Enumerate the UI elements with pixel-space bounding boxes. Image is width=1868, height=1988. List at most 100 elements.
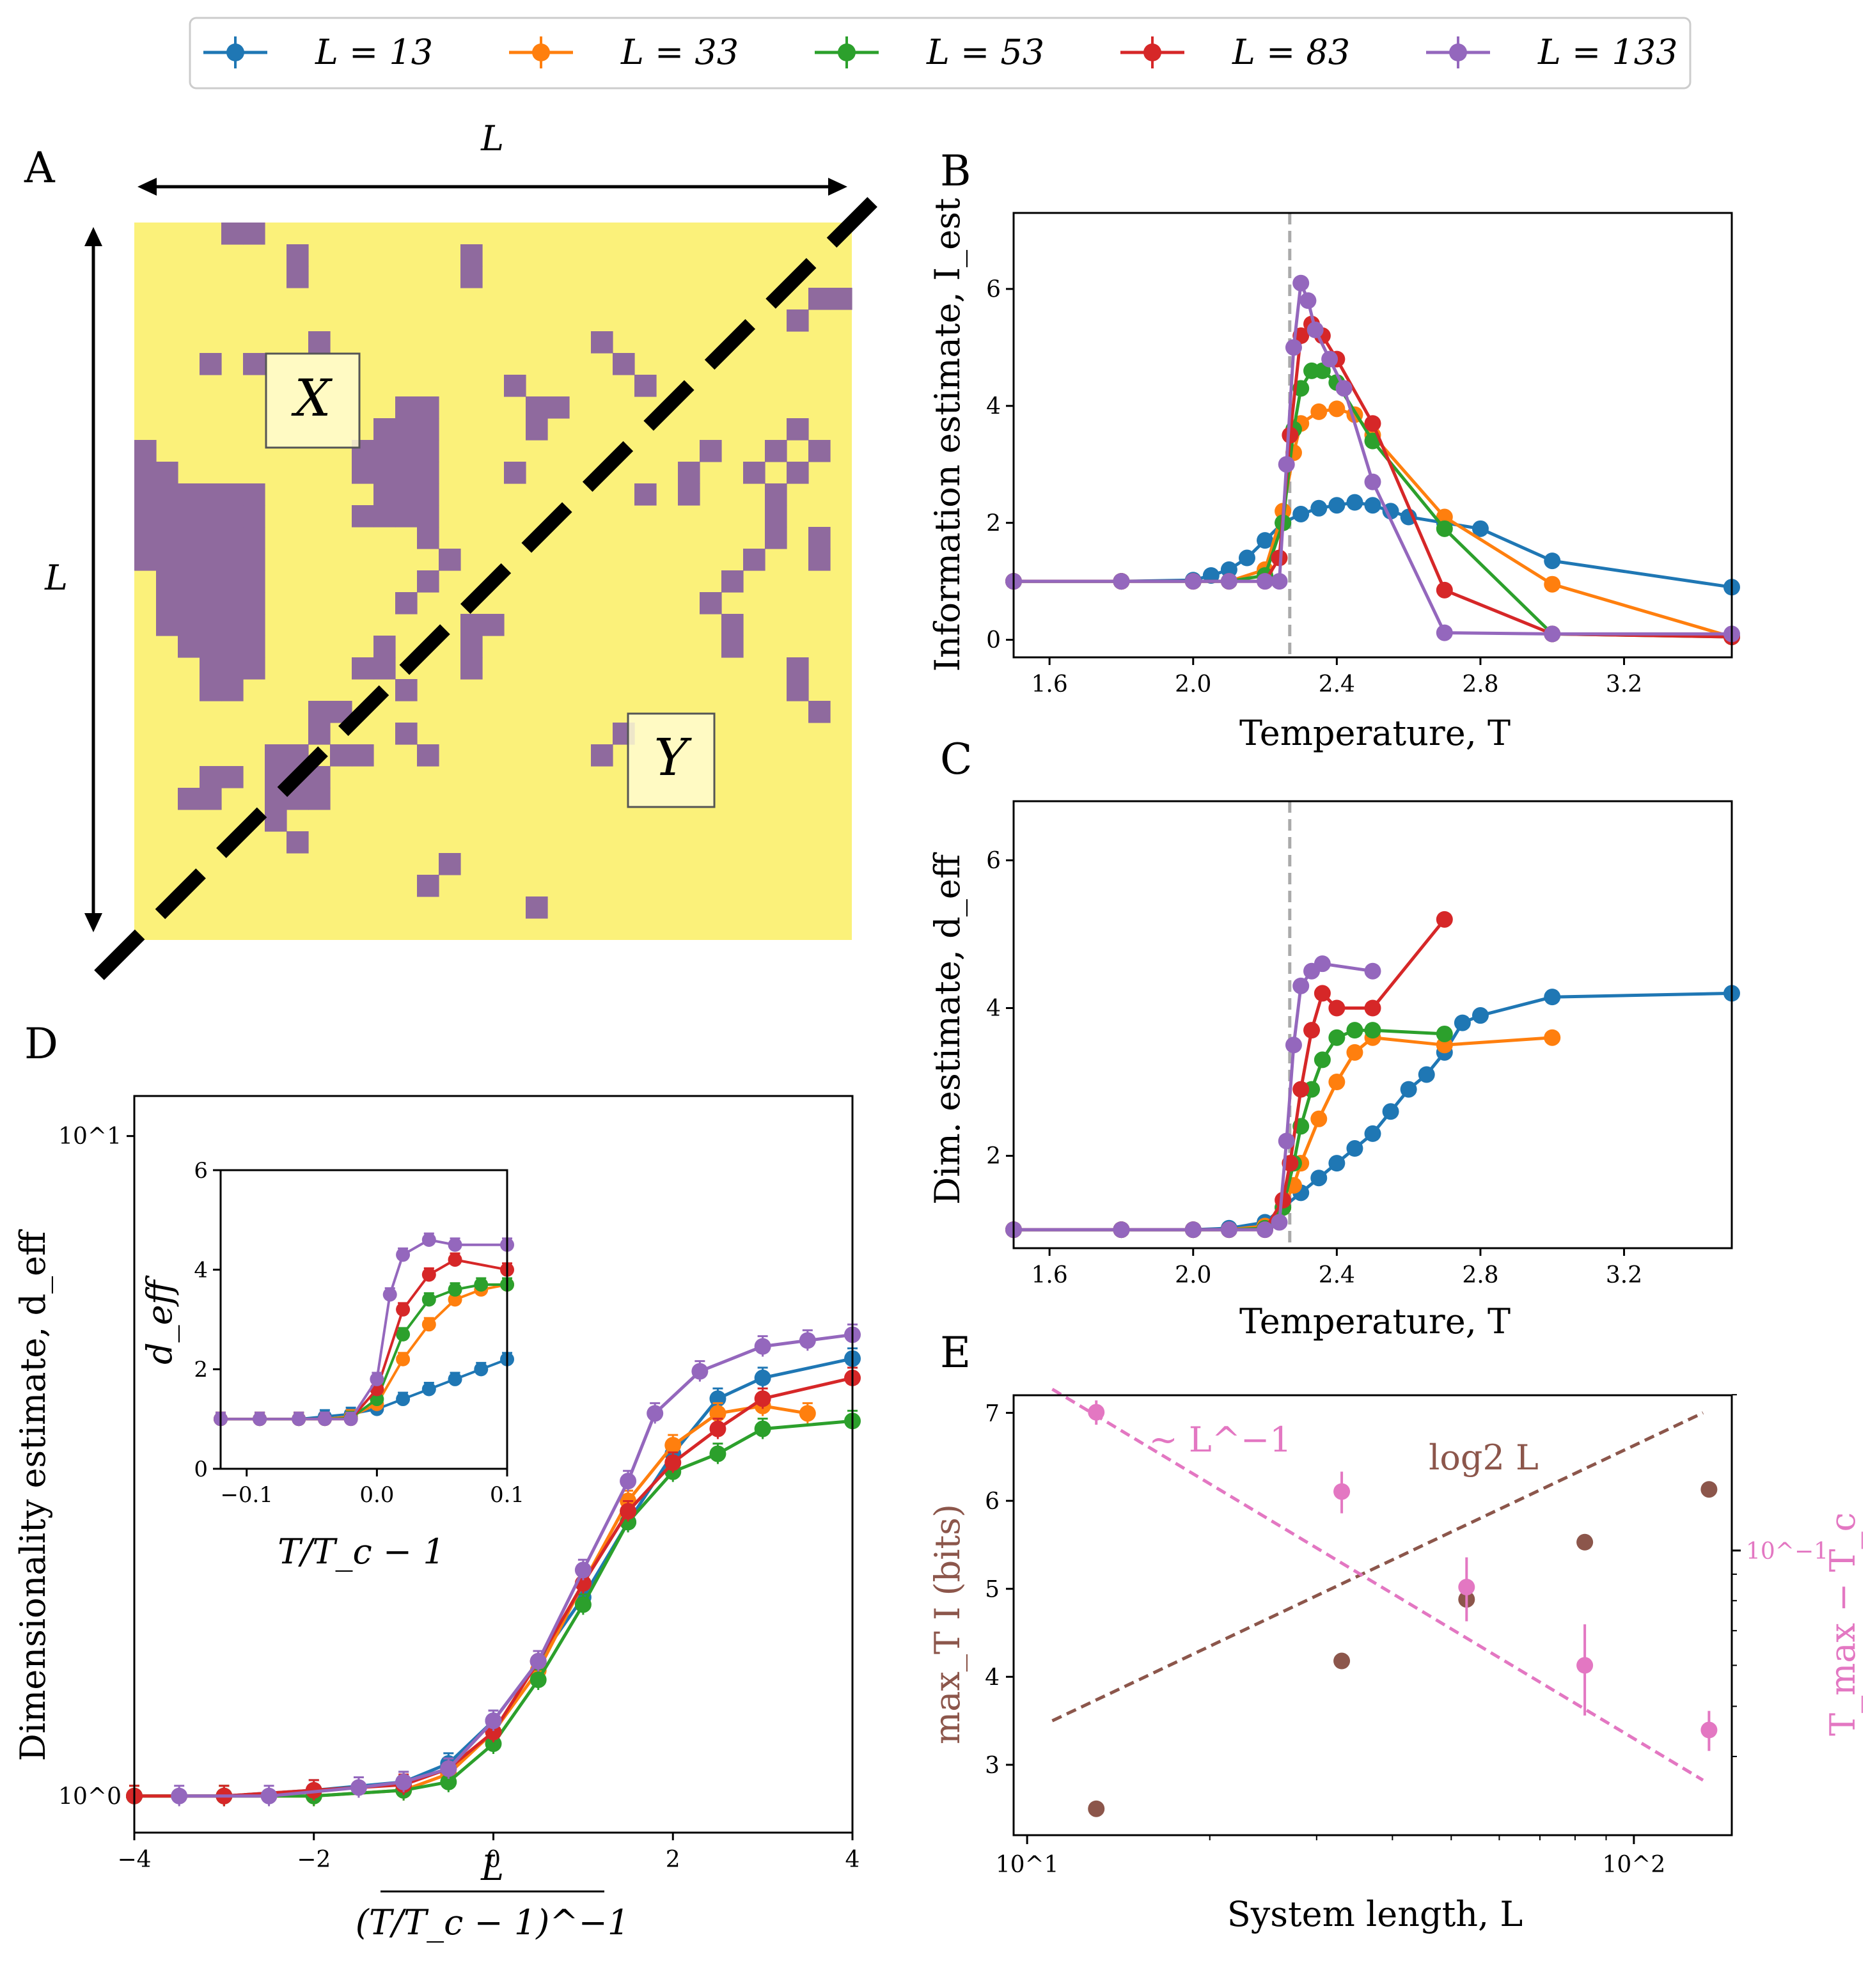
plotC-xtick-label: 2.4 xyxy=(1319,1262,1355,1288)
panel-c-ylabel: Dim. estimate, d_eff xyxy=(927,852,968,1205)
spin-down-site xyxy=(243,636,265,658)
spin-down-site xyxy=(200,592,222,614)
plotC-data-point xyxy=(1113,1221,1130,1239)
plotD-data-point xyxy=(620,1503,637,1520)
tmax-point xyxy=(1088,1404,1105,1421)
spin-down-site xyxy=(221,483,244,506)
plotB-xtick-label: 1.6 xyxy=(1032,671,1068,698)
plotB-ytick-label: 2 xyxy=(986,510,1001,536)
plotD-data-point xyxy=(530,1671,547,1688)
plotC-data-point xyxy=(1314,985,1331,1002)
insetD-data-point xyxy=(396,1248,411,1262)
spin-down-site xyxy=(243,614,265,636)
spin-down-site xyxy=(352,462,374,484)
plotB-data-point xyxy=(1310,499,1328,517)
plotE-area xyxy=(1014,1395,1732,1835)
insetD-xtick-label: 0.1 xyxy=(490,1482,524,1508)
spin-down-site xyxy=(373,483,396,506)
plotC-xtick-label: 2.8 xyxy=(1462,1262,1498,1288)
spin-down-site xyxy=(221,657,244,680)
panel-e-ylabel-left: max_T I (bits) xyxy=(927,1504,968,1744)
spin-down-site xyxy=(460,614,483,636)
spin-down-site xyxy=(373,505,396,528)
spin-down-site xyxy=(634,375,657,397)
spin-down-site xyxy=(417,505,439,528)
box-x-label: X xyxy=(291,368,333,428)
plotD-frame xyxy=(133,1095,854,1834)
spin-down-site xyxy=(156,462,178,484)
insetD-data-point xyxy=(421,1382,436,1397)
panel-a-left-label: L xyxy=(44,558,68,598)
plotE-xtick-label: 10^1 xyxy=(996,1852,1059,1878)
plotE-ytick-left-label: 7 xyxy=(985,1401,1000,1427)
plotB-data-point xyxy=(1292,274,1310,292)
plotB-data-point xyxy=(1436,581,1453,599)
plotD-data-point xyxy=(709,1405,726,1422)
spin-down-site xyxy=(156,505,178,528)
plotD-data-point xyxy=(620,1473,637,1490)
spin-down-site xyxy=(417,440,439,462)
spin-down-site xyxy=(308,331,331,354)
plotC-data-point xyxy=(1364,962,1381,980)
plotB-data-point xyxy=(1321,350,1338,368)
spin-down-site xyxy=(134,527,157,549)
plotC-data-point xyxy=(1285,1037,1302,1054)
spin-down-site xyxy=(613,353,635,375)
panel-a-label: A xyxy=(24,143,56,192)
spin-down-site xyxy=(243,657,265,680)
height-arrow xyxy=(84,227,102,932)
spin-down-site xyxy=(417,396,439,419)
spin-down-site xyxy=(417,418,439,441)
spin-down-site xyxy=(308,723,331,745)
insetD-data-point xyxy=(292,1412,306,1427)
plotB-data-point xyxy=(1285,339,1302,356)
plotB-data-point xyxy=(1257,532,1274,549)
plotD-xtick-label: 2 xyxy=(666,1847,680,1873)
plotD-xtick-label: −2 xyxy=(297,1847,331,1873)
insetD-data-point xyxy=(382,1287,397,1302)
plotD-data-point xyxy=(709,1445,726,1462)
plotD-data-point xyxy=(260,1787,278,1804)
plotB-xtick-label: 3.2 xyxy=(1606,671,1642,698)
plotB-data-point xyxy=(1307,321,1324,338)
panel-a: A L L X Y xyxy=(24,118,894,980)
plotC-data-point xyxy=(1346,1140,1363,1157)
plotC-data-point xyxy=(1314,1051,1331,1068)
spin-down-site xyxy=(200,549,222,571)
plotB-data-point xyxy=(1271,573,1288,590)
tmax-point xyxy=(1576,1657,1594,1674)
box-y-label: Y xyxy=(654,728,693,787)
plotB-data-point xyxy=(1202,567,1220,584)
spin-down-site xyxy=(286,244,309,267)
plotD-data-point xyxy=(754,1338,771,1355)
plotD-data-point xyxy=(395,1773,412,1790)
panel-d-xlabel-den: (T/T_c − 1)^−1 xyxy=(356,1902,629,1943)
plotB-data-point xyxy=(1472,520,1489,537)
insetD-data-point xyxy=(421,1267,436,1282)
spin-down-site xyxy=(200,766,222,788)
plotC-data-point xyxy=(1292,977,1310,994)
spin-down-site xyxy=(373,657,396,680)
insetD-xtick-label: −0.1 xyxy=(220,1482,273,1508)
fit-inverse-l-line xyxy=(1051,1388,1704,1782)
spin-down-site xyxy=(765,440,787,462)
spin-down-site xyxy=(200,788,222,810)
box-y: Y xyxy=(627,712,716,808)
insetD-data-point xyxy=(343,1412,358,1427)
plotC-data-point xyxy=(1418,1066,1435,1083)
tmax-point xyxy=(1333,1483,1351,1500)
spin-down-site xyxy=(156,549,178,571)
insetD-data-point xyxy=(421,1317,436,1332)
plotB-ytick-label: 4 xyxy=(986,393,1001,419)
plotD-data-point xyxy=(799,1332,816,1349)
spin-down-site xyxy=(352,657,374,680)
insetD-data-point xyxy=(474,1362,489,1377)
spin-down-site xyxy=(787,679,809,701)
plotD-data-point xyxy=(440,1773,457,1790)
plotB-data-point xyxy=(1292,505,1310,522)
plotE-xtick-label: 10^2 xyxy=(1602,1852,1665,1878)
spin-down-site xyxy=(200,614,222,636)
plotD-data-point xyxy=(350,1779,367,1796)
spin-down-site xyxy=(243,223,265,245)
spin-down-site xyxy=(787,462,809,484)
